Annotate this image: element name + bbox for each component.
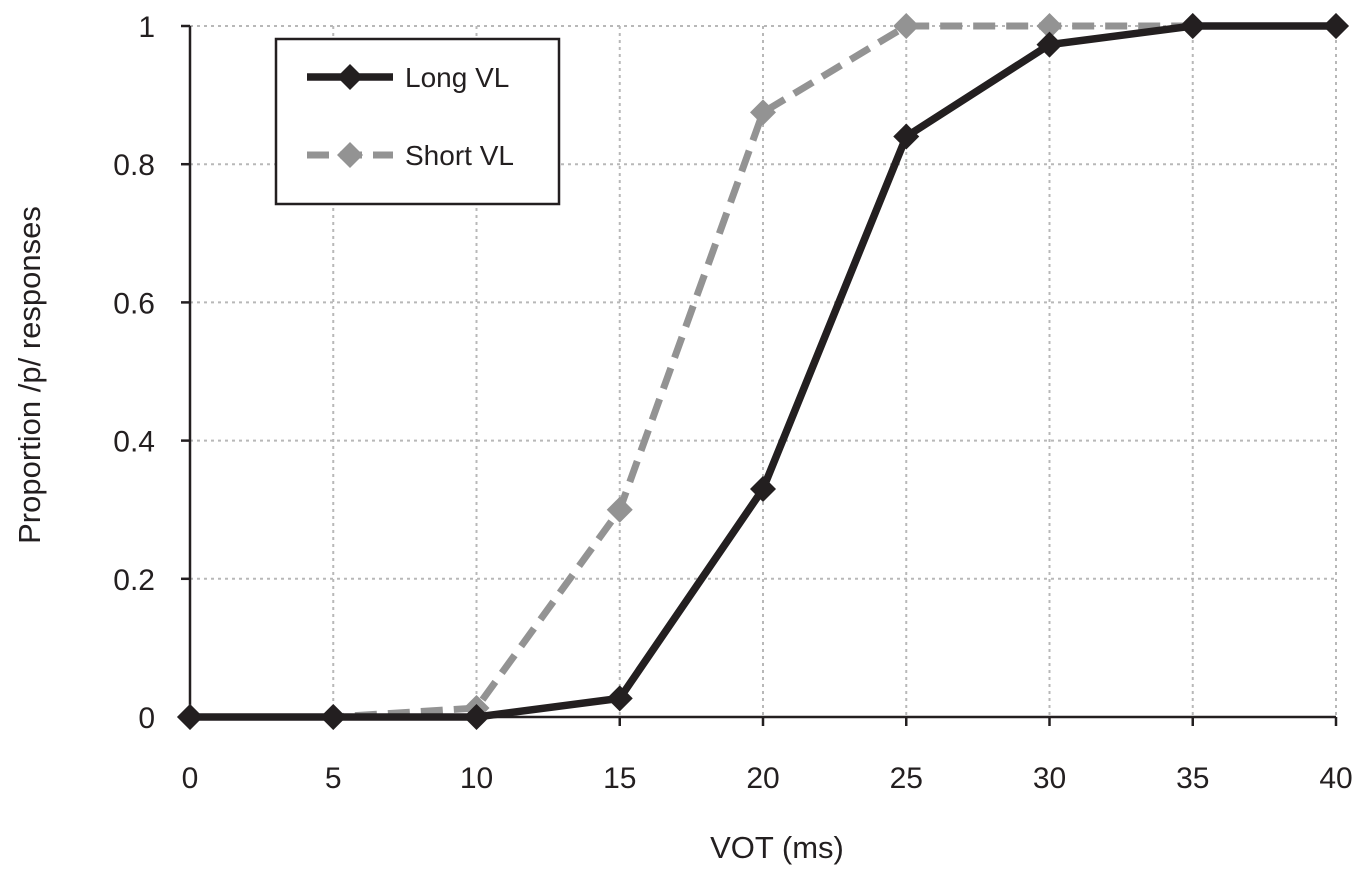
y-tick-label: 0.2: [113, 564, 155, 597]
x-tick-label: 15: [603, 762, 636, 795]
data-point-long-vl: [463, 704, 490, 730]
x-tick-label: 10: [460, 762, 493, 795]
x-tick-label: 35: [1176, 762, 1209, 795]
x-tick-label: 20: [746, 762, 779, 795]
x-axis-title: VOT (ms): [710, 830, 844, 865]
y-axis-title: Proportion /p/ responses: [12, 206, 47, 544]
x-tick-label: 30: [1033, 762, 1066, 795]
legend-label-short-vl: Short VL: [405, 140, 514, 171]
y-tick-label: 0.4: [113, 426, 155, 459]
data-point-long-vl: [750, 475, 776, 502]
legend-marker-short-vl: [337, 142, 363, 168]
legend-item-long-vl: Long VL: [307, 62, 509, 93]
data-point-long-vl: [1036, 31, 1063, 58]
data-point-short-vl: [893, 13, 920, 39]
data-point-long-vl: [606, 685, 633, 712]
series-long-vl: [177, 13, 1349, 730]
legend-box: [274, 37, 561, 206]
data-point-long-vl: [177, 704, 203, 730]
data-point-short-vl: [750, 99, 776, 126]
legend-marker-long-vl: [337, 64, 363, 90]
legend-label-long-vl: Long VL: [405, 62, 509, 93]
data-point-short-vl: [606, 496, 633, 523]
data-point-long-vl: [1179, 13, 1206, 39]
y-tick-label: 0: [138, 702, 155, 735]
data-point-long-vl: [1323, 13, 1349, 39]
x-tick-label: 0: [182, 762, 199, 795]
data-point-short-vl: [1036, 13, 1063, 39]
x-tick-labels: 0 5 10 15 20 25 30 35 40: [182, 762, 1353, 795]
y-tick-label: 0.8: [113, 149, 155, 182]
series-line-short-vl: [190, 22, 1336, 721]
legend: Long VL Short VL: [274, 37, 561, 206]
y-tick-label: 0.6: [113, 287, 155, 320]
x-tick-label: 40: [1319, 762, 1352, 795]
series-layer: [177, 13, 1349, 730]
data-point-long-vl: [893, 123, 920, 150]
x-tick-label: 25: [890, 762, 923, 795]
x-tick-label: 5: [325, 762, 342, 795]
y-tick-labels: 0 0.2 0.4 0.6 0.8 1: [113, 11, 155, 735]
legend-item-short-vl: Short VL: [307, 140, 514, 171]
data-point-long-vl: [320, 704, 347, 730]
y-tick-label: 1: [138, 11, 155, 44]
